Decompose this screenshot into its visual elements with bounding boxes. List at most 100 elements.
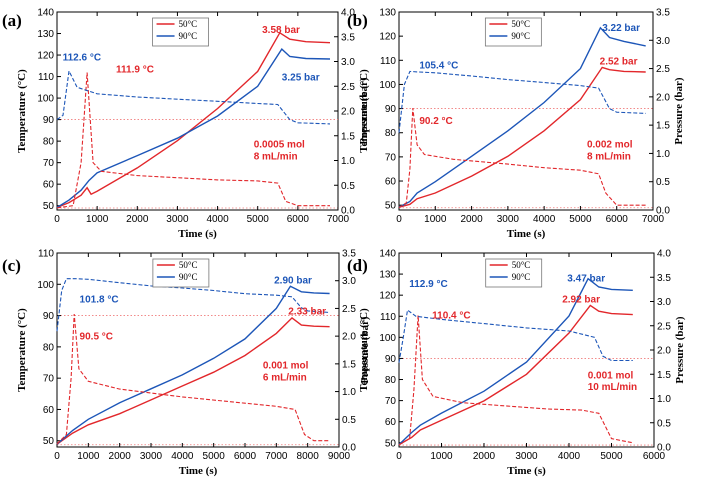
x-tick-label: 5000	[569, 214, 592, 225]
y-left-tick-label: 60	[43, 180, 55, 191]
y-left-tick-label: 110	[380, 56, 396, 67]
legend-label: 50°C	[512, 260, 531, 270]
legend-box	[152, 258, 210, 288]
y-right-tick-label: 2.0	[657, 346, 671, 357]
annotation: 6 mL/min	[263, 372, 307, 383]
y-right-tick-label: 0.5	[342, 415, 356, 426]
x-axis-label: Time (s)	[507, 465, 546, 477]
y-left-tick-label: 50	[43, 436, 55, 447]
panel-label: (d)	[347, 256, 368, 275]
series-90-c-pressure	[56, 48, 331, 209]
x-tick-label: 3000	[515, 451, 538, 462]
y-right-axis-label: Pressure (bar)	[359, 316, 371, 383]
y-left-tick-label: 70	[43, 374, 55, 385]
annotation: 111.9 °C	[116, 64, 154, 75]
x-tick-label: 0	[396, 451, 402, 462]
x-tick-label: 1000	[424, 214, 447, 225]
plot-frame	[398, 11, 654, 211]
x-tick-label: 6000	[287, 214, 310, 225]
y-right-tick-label: 0.0	[656, 206, 670, 217]
annotation: 2.52 bar	[600, 57, 638, 68]
y-right-tick-label: 3.5	[341, 32, 355, 43]
y-right-tick-label: 3.0	[656, 36, 670, 47]
legend-label: 50°C	[179, 260, 198, 270]
series-50-c-temperature	[398, 315, 633, 446]
legend-label: 90°C	[512, 272, 531, 282]
legend-label: 90°C	[511, 31, 530, 41]
y-left-axis-label: Temperature (°C)	[358, 69, 370, 153]
series-90-c-temperature	[56, 278, 330, 332]
y-right-tick-label: 3.0	[657, 297, 671, 308]
y-right-tick-label: 0.5	[657, 418, 671, 429]
panel-label: (b)	[347, 11, 368, 30]
legend-label: 90°C	[179, 31, 198, 41]
y-right-axis-label: Pressure (bar)	[358, 77, 370, 144]
x-tick-label: 0	[54, 214, 60, 225]
y-right-tick-label: 2.5	[341, 82, 355, 93]
annotation: 0.001 mol	[263, 361, 309, 372]
legend-box	[485, 258, 543, 288]
x-tick-label: 7000	[642, 214, 665, 225]
x-tick-label: 2000	[109, 451, 132, 462]
y-right-tick-label: 0.5	[341, 181, 355, 192]
x-tick-label: 4000	[206, 214, 229, 225]
y-left-tick-label: 140	[379, 249, 396, 260]
legend-label: 50°C	[179, 19, 198, 29]
y-left-tick-label: 90	[43, 115, 55, 126]
series-50-c-temperature	[56, 72, 330, 209]
x-tick-label: 7000	[265, 451, 288, 462]
series-90-c-temperature	[398, 70, 646, 133]
y-right-axis-label: Pressure (bar)	[674, 316, 686, 383]
y-left-tick-label: 60	[385, 177, 397, 188]
y-left-tick-label: 90	[385, 354, 397, 365]
y-left-axis-label: Temperature (°C)	[16, 308, 28, 392]
y-left-tick-label: 50	[43, 201, 55, 212]
y-right-tick-label: 1.0	[341, 156, 355, 167]
y-left-tick-label: 90	[385, 104, 397, 115]
y-right-tick-label: 0.5	[656, 177, 670, 188]
y-right-tick-label: 1.5	[656, 121, 670, 132]
y-left-tick-label: 140	[37, 8, 54, 19]
panel-label: (c)	[2, 256, 21, 275]
y-right-tick-label: 0.0	[657, 443, 671, 454]
legend-box	[484, 17, 542, 47]
y-left-tick-label: 80	[385, 375, 397, 386]
y-left-tick-label: 110	[38, 72, 54, 83]
series-50-c-pressure	[398, 66, 646, 208]
x-tick-label: 6000	[606, 214, 629, 225]
y-right-tick-label: 3.0	[341, 57, 355, 68]
y-left-axis-label: Temperature (°C)	[16, 69, 28, 153]
y-right-tick-label: 1.0	[656, 149, 670, 160]
y-right-tick-label: 3.0	[342, 276, 356, 287]
y-left-tick-label: 70	[385, 396, 397, 407]
x-tick-label: 0	[396, 214, 402, 225]
y-left-tick-label: 100	[37, 94, 54, 105]
annotation: 112.9 °C	[409, 279, 447, 290]
x-tick-label: 0	[54, 451, 60, 462]
y-left-tick-label: 130	[37, 29, 54, 40]
y-left-tick-label: 120	[379, 291, 396, 302]
series-90-c-pressure	[56, 285, 330, 445]
y-left-tick-label: 60	[385, 417, 397, 428]
x-axis-label: Time (s)	[179, 465, 218, 477]
y-right-tick-label: 1.0	[657, 394, 671, 405]
plot-frame	[56, 252, 340, 448]
annotation: 105.4 °C	[419, 61, 458, 72]
series-50-c-pressure	[398, 304, 633, 446]
annotation: 90.5 °C	[80, 332, 113, 343]
x-tick-label: 1000	[86, 214, 109, 225]
annotation: 112.6 °C	[63, 53, 101, 64]
y-right-tick-label: 2.0	[656, 92, 670, 103]
legend-label: 50°C	[511, 19, 530, 29]
panel-c: (c) 0 1000 2000 3000 4000 5000 6000 7000 8000 9000…	[2, 249, 371, 478]
x-tick-label: 2000	[126, 214, 149, 225]
x-tick-label: 4000	[533, 214, 556, 225]
annotation: 3.47 bar	[567, 273, 605, 284]
y-right-tick-label: 2.0	[342, 332, 356, 343]
legend-box	[152, 17, 209, 47]
legend-label: 90°C	[179, 272, 198, 282]
x-tick-label: 8000	[297, 451, 320, 462]
y-left-tick-label: 50	[385, 438, 397, 449]
x-tick-label: 9000	[328, 451, 351, 462]
